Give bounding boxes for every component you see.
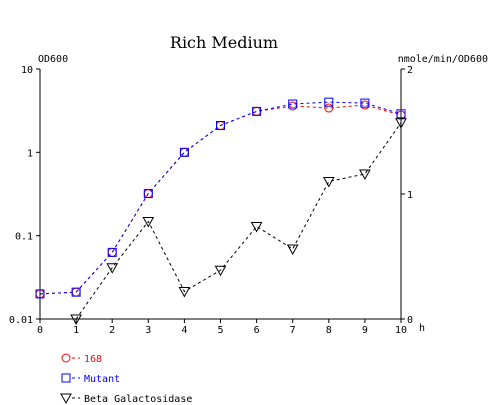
x-tick-label: 5 [217,325,223,336]
legend-label: Mutant [84,374,120,385]
legend-item: 168 [61,353,102,365]
data-point [250,222,263,233]
left-axis-label: OD600 [38,54,68,65]
data-point [106,263,119,274]
data-point [71,287,81,297]
data-point [216,120,225,130]
data-point [252,106,262,116]
data-point [178,287,191,298]
legend: 168 Mutant Beta Galactosidase [60,353,192,405]
series-line [39,101,402,295]
x-tick-label: 8 [326,325,332,336]
legend-marker [60,393,72,405]
chart-title: Rich Medium [170,33,278,52]
x-tick-label: 1 [73,325,79,336]
x-tick-label: 9 [362,325,368,336]
left-tick-label: 0.1 [15,232,33,243]
data-point [360,98,370,108]
legend-item: Mutant [61,373,120,385]
legend-label: 168 [84,354,102,365]
series-line [75,122,402,320]
x-tick-label: 4 [181,325,187,336]
series-line [39,104,402,295]
data-point [107,247,117,257]
series-mutant [35,97,406,299]
data-point [179,147,189,157]
x-tick-label: 7 [290,325,296,336]
data-point [322,177,335,188]
x-tick-label: 10 [395,325,407,336]
data-point [214,265,227,277]
series-168 [35,100,406,299]
left-tick-label: 0.01 [9,315,33,326]
data-point [324,97,334,107]
x-tick-label: 3 [145,325,151,336]
data-point [359,169,371,181]
data-point [286,244,299,256]
left-tick-label: 10 [21,65,33,76]
data-point [179,147,189,157]
series-beta-galactosidase [70,118,407,326]
legend-label: Beta Galactosidase [84,394,192,405]
data-point [142,217,155,228]
series-layer [35,97,407,326]
data-point [324,103,334,113]
legend-marker [61,373,71,383]
data-point [143,189,153,199]
right-axis-label: nmole/min/OD600 [398,54,488,65]
right-tick-label: 0 [407,315,413,326]
data-point [396,109,406,119]
x-unit-label: h [419,323,425,334]
right-tick-label: 2 [407,65,413,76]
data-point [70,314,82,326]
legend-item: Beta Galactosidase [60,393,192,405]
right-tick-label: 1 [407,190,413,201]
x-tick-label: 6 [254,325,260,336]
left-tick-label: 1 [27,148,33,159]
data-point [395,118,407,129]
x-tick-label: 2 [109,325,115,336]
legend-marker [61,353,71,363]
data-point [288,99,298,109]
data-point [35,289,45,299]
x-tick-label: 0 [37,325,43,336]
